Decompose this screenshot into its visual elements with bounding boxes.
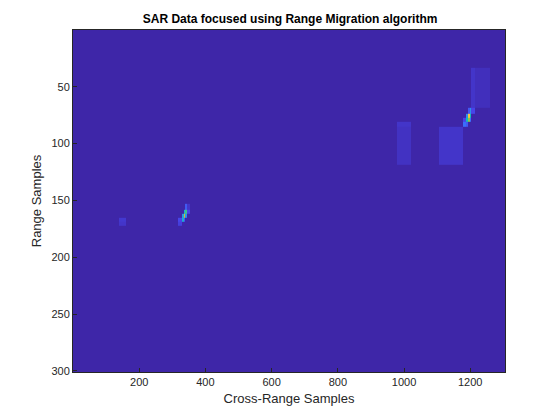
svg-text:50: 50	[58, 81, 70, 93]
svg-text:200: 200	[51, 251, 69, 263]
svg-text:1200: 1200	[458, 376, 482, 388]
svg-text:1000: 1000	[392, 376, 416, 388]
svg-text:150: 150	[51, 194, 69, 206]
svg-text:100: 100	[51, 137, 69, 149]
svg-text:200: 200	[130, 376, 148, 388]
svg-text:800: 800	[329, 376, 347, 388]
svg-text:300: 300	[51, 365, 69, 377]
svg-text:600: 600	[262, 376, 280, 388]
svg-text:Cross-Range Samples: Cross-Range Samples	[224, 391, 355, 406]
svg-text:SAR Data focused using Range M: SAR Data focused using Range Migration a…	[143, 12, 438, 26]
svg-text:Range Samples: Range Samples	[29, 154, 44, 247]
svg-text:400: 400	[196, 376, 214, 388]
svg-text:250: 250	[51, 308, 69, 320]
